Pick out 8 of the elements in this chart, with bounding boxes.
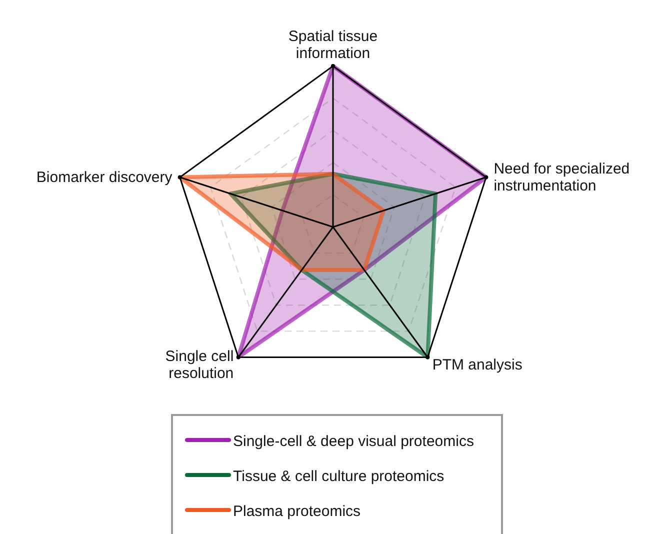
- spoke-label: Single cell resolution: [165, 348, 234, 382]
- spoke-label: Biomarker discovery: [36, 169, 173, 186]
- spoke-label: Spatial tissue information: [288, 28, 378, 62]
- spoke-label: Need for specialized instrumentation: [494, 160, 630, 195]
- legend-label: Single-cell & deep visual proteomics: [233, 433, 474, 450]
- legend-label: Plasma proteomics: [233, 503, 361, 520]
- legend-label: Tissue & cell culture proteomics: [233, 468, 444, 485]
- spoke-label: PTM analysis: [432, 356, 522, 374]
